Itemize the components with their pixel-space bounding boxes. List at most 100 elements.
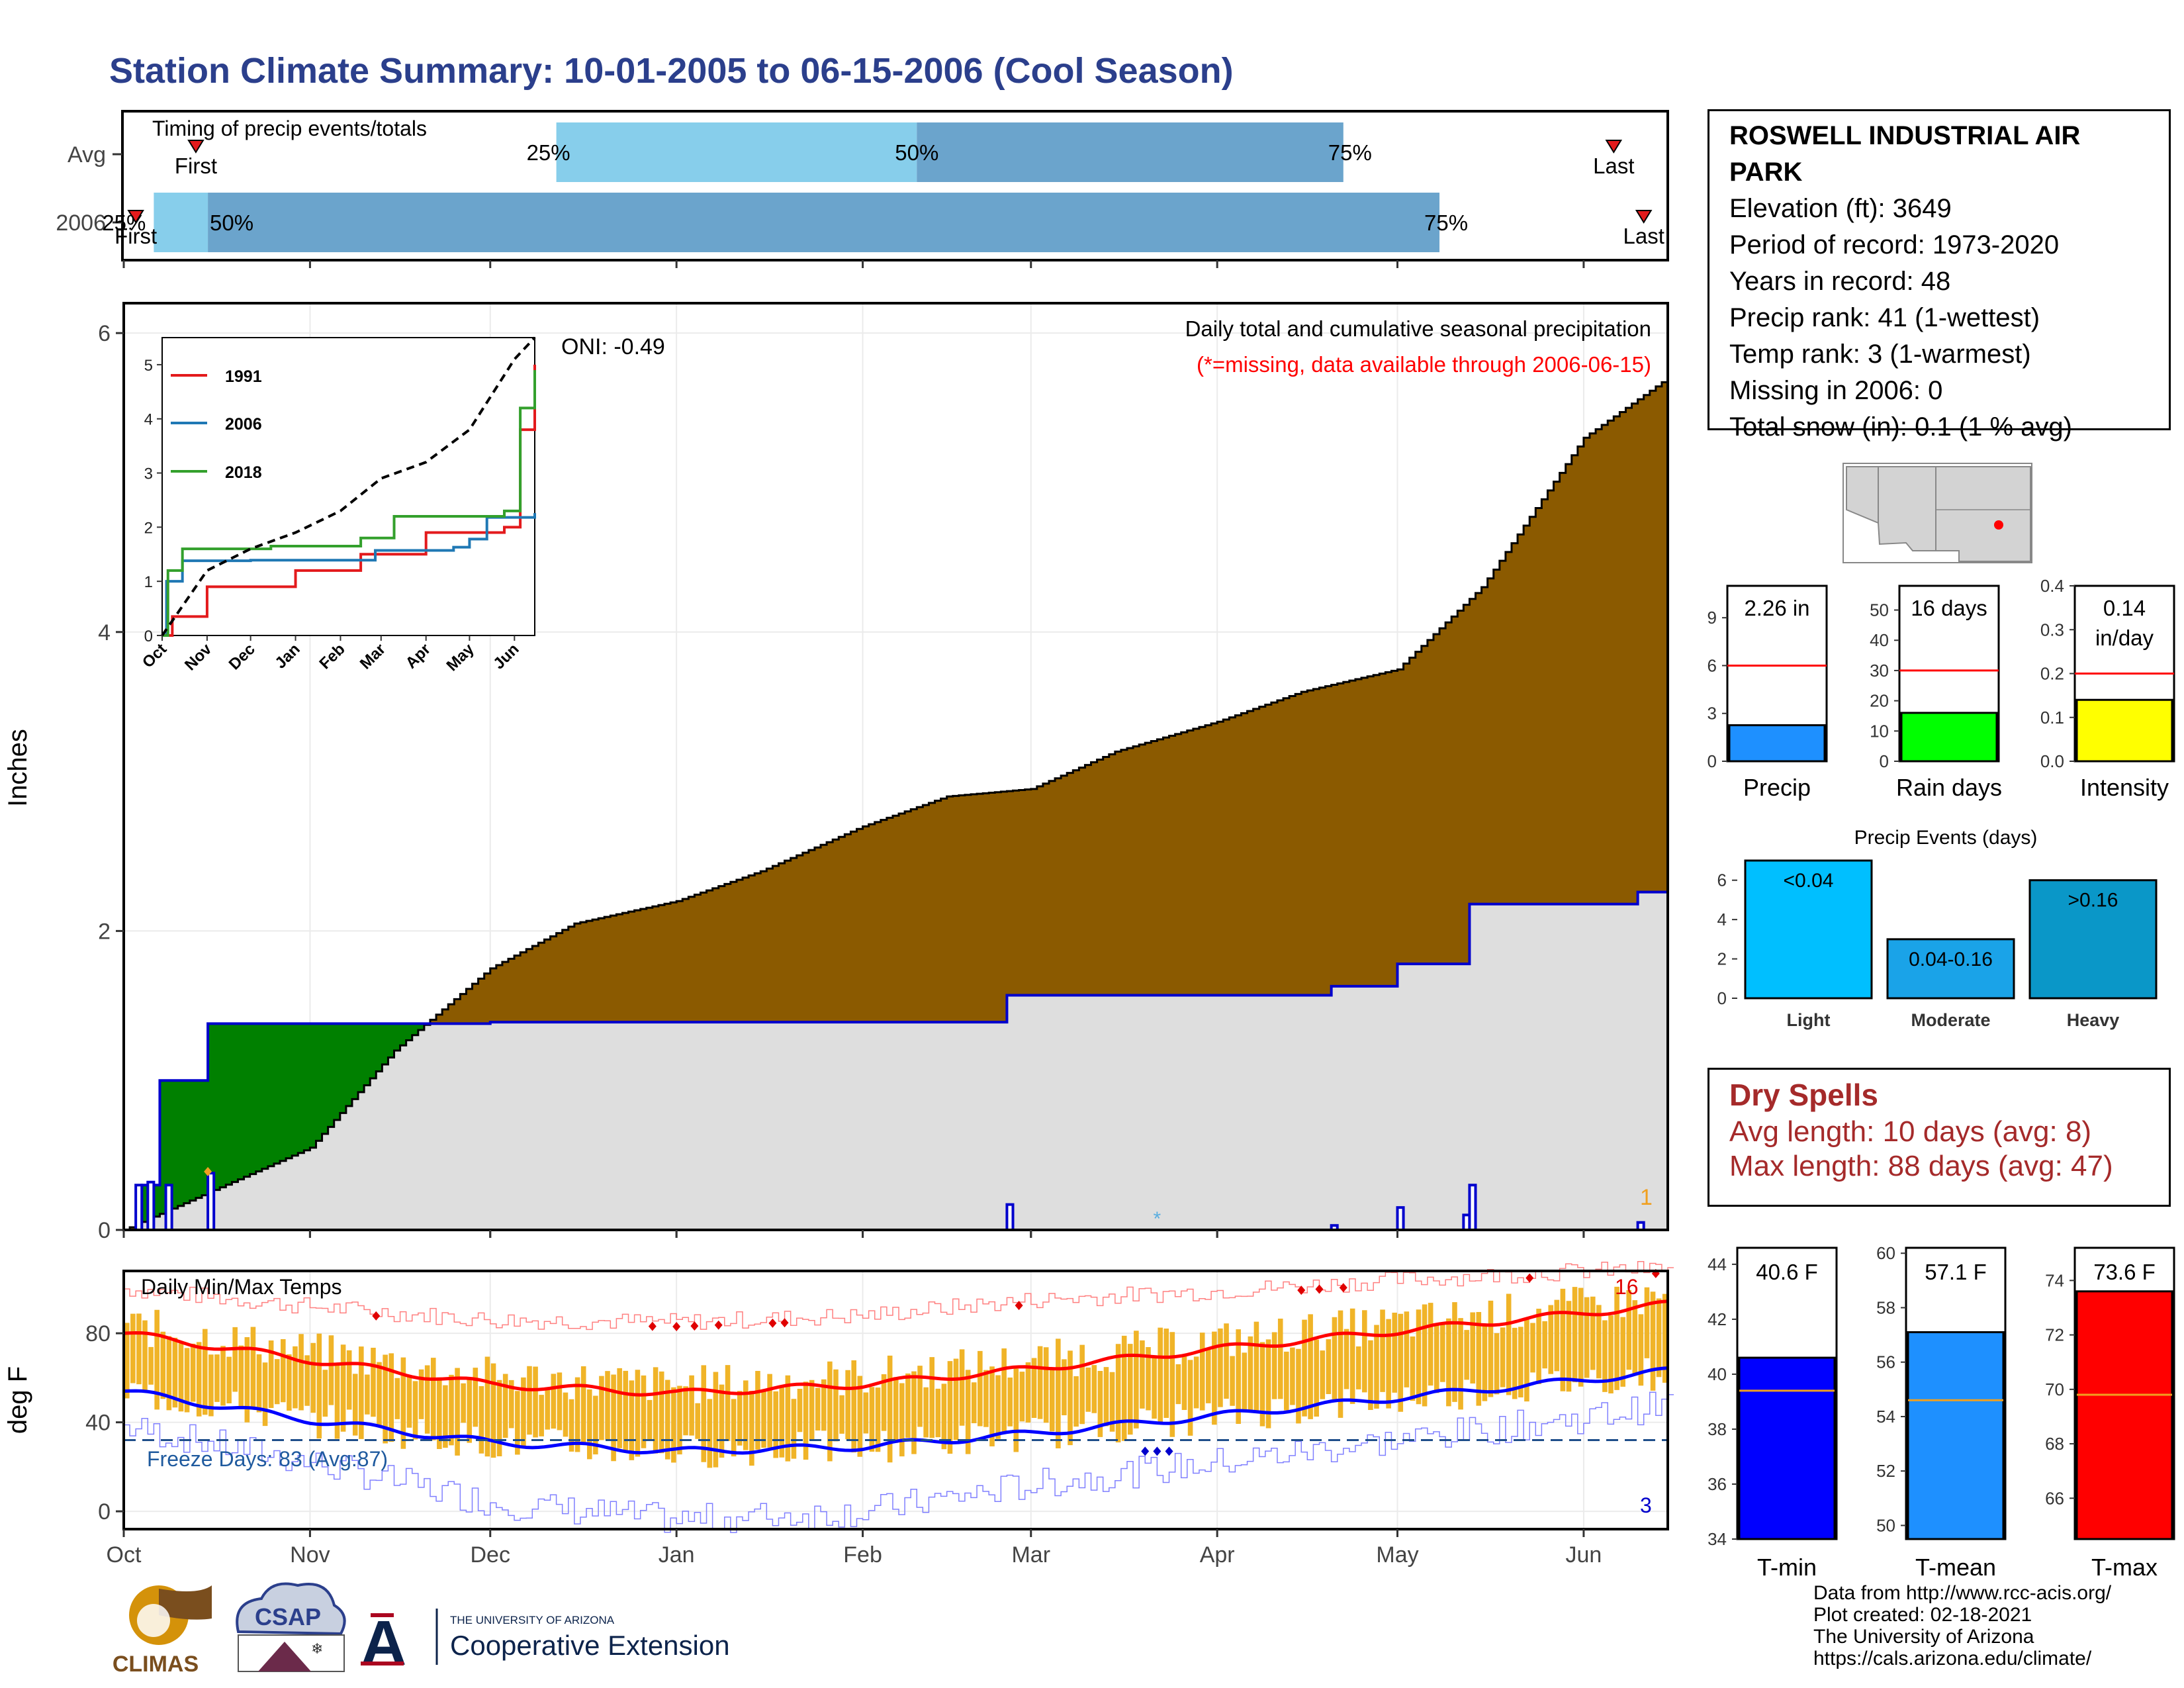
record-max-line [124, 1260, 1674, 1331]
timing-bar-upper-1 [208, 193, 1440, 252]
temp-label: Daily Min/Max Temps [141, 1275, 341, 1299]
temp-tick-label-y-0: 0 [98, 1499, 111, 1524]
temp-tick-label-1-2: 54 [1876, 1407, 1895, 1427]
mini-label-0: Precip [1743, 774, 1811, 801]
credits-plot-created: Plot created: 02-18-2021 [1813, 1604, 2032, 1626]
legend-2018: 2018 [225, 463, 262, 482]
timing-p50-1: 50% [210, 211, 253, 235]
avg-tmin-line [123, 1366, 1668, 1455]
tick-label-y-1: 2 [98, 919, 111, 944]
temp-tick-label-y-2: 80 [85, 1321, 111, 1346]
mini-tick-label-2-3: 0.3 [2040, 620, 2064, 639]
avg-tmax-line [123, 1299, 1668, 1397]
temp-bar-0 [1738, 1356, 1836, 1540]
timing-row-avg: Avg [68, 142, 106, 167]
precip-frame [122, 302, 1669, 1231]
record-low-marker-2 [1165, 1446, 1173, 1456]
csap-logo: CSAP ❄ [236, 1582, 346, 1672]
timing-p25-0: 25% [527, 140, 570, 165]
timing-last-0: Last [1593, 154, 1634, 178]
timing-row-2006: 2006 [56, 211, 106, 236]
temp-tick-label-x-5: Mar [1011, 1542, 1050, 1568]
record-min-line [124, 1391, 1674, 1533]
mini-bar-1 [1900, 712, 1998, 763]
map-land [1846, 466, 2031, 562]
dry-spells-title: Dry Spells [1729, 1078, 1878, 1112]
daily-precip-bar-8 [1468, 1184, 1477, 1231]
precip-panel: * 0 2 4 6 Inches ONI: -0.49 Daily total and… [3, 260, 1669, 1243]
inset-tick-label-y-2: 2 [144, 519, 153, 537]
temp-bar-2 [2075, 1290, 2173, 1540]
temp-tick-label-x-2: Dec [471, 1542, 510, 1568]
inset-tick-label-y-4: 4 [144, 411, 153, 429]
cold-days-count: 3 [1640, 1493, 1652, 1517]
precip-areas: * [124, 377, 1669, 1232]
dry-spells-max: Max length: 88 days (avg: 47) [1729, 1150, 2113, 1182]
temp-tick-label-2-2: 70 [2045, 1380, 2064, 1399]
precip-ylabel: Inches [3, 729, 32, 807]
inset-legend: 1991 2006 2018 [171, 367, 262, 482]
temp-tick-label-x-0: Oct [107, 1542, 142, 1568]
mini-value2-2: in/day [2095, 626, 2154, 650]
missing-marker: * [1154, 1208, 1161, 1230]
station-location-marker [1994, 520, 2003, 530]
precip-description: Daily total and cumulative seasonal prec… [1185, 316, 1651, 341]
precip-events-panel: Precip Events (days) 0 2 4 6 <0.04 Light 0.04-… [1707, 827, 2171, 1033]
record-high-marker-2 [672, 1322, 681, 1332]
mini-tick-label-2-0: 0.0 [2040, 751, 2064, 771]
mini-tick-label-2-2: 0.2 [2040, 664, 2064, 684]
temp-value-1: 57.1 F [1925, 1260, 1987, 1284]
timing-marker-first-1 [127, 210, 144, 224]
record-high-marker-11 [1525, 1273, 1534, 1283]
tick-label-y-0: 0 [98, 1218, 111, 1243]
obs-cumulative-fill [124, 892, 1668, 1230]
dry-spells-box: Dry Spells Avg length: 10 days (avg: 8) … [1707, 1068, 2171, 1207]
climas-text: CLIMAS [113, 1652, 199, 1677]
temp-tick-label-2-4: 74 [2045, 1270, 2064, 1290]
temp-tick-label-x-1: Nov [290, 1542, 330, 1568]
temp-tick-label-1-4: 58 [1876, 1297, 1895, 1317]
temp-tick-label-0-5: 44 [1707, 1254, 1727, 1274]
temp-tick-label-0-2: 38 [1707, 1419, 1727, 1439]
station-temp-rank: Temp rank: 3 (1-warmest) [1729, 340, 2031, 369]
station-missing: Missing in 2006: 0 [1729, 376, 1943, 405]
mini-tick-label-0-1: 3 [1707, 704, 1717, 724]
temp-panel: 0 40 80 Oct Nov Dec Jan Feb Mar Apr May Jun Daily M… [3, 1230, 1674, 1568]
page-title: Station Climate Summary: 10-01-2005 to 0… [109, 51, 1234, 91]
temp-value-0: 40.6 F [1756, 1260, 1818, 1284]
legend-1991: 1991 [225, 367, 262, 386]
inset-lines [161, 336, 536, 637]
record-high-marker-6 [780, 1318, 789, 1328]
temp-tick-label-2-3: 72 [2045, 1325, 2064, 1345]
temp-tick-label-1-5: 60 [1876, 1243, 1895, 1263]
record-high-marker-7 [1015, 1301, 1023, 1311]
temp-tick-label-1-1: 52 [1876, 1461, 1895, 1481]
temp-label-1: T-mean [1915, 1554, 1996, 1581]
credits-url: https://cals.arizona.edu/climate/ [1813, 1648, 2092, 1669]
temp-marks [123, 1260, 1674, 1533]
events-bar-light [1744, 859, 1873, 1000]
tick-label-y-3: 6 [98, 321, 111, 346]
svg-text:❄: ❄ [311, 1640, 323, 1657]
record-high-marker-10 [1339, 1283, 1347, 1293]
inset-tick-label-y-3: 3 [144, 465, 153, 483]
ua-logo: A THE UNIVERSITY OF ARIZONA Cooperative … [361, 1608, 730, 1679]
timing-marker-last-1 [1635, 210, 1653, 224]
record-high-marker-8 [1297, 1286, 1306, 1295]
credits-university: The University of Arizona [1813, 1626, 2034, 1648]
daily-precip-bar-3 [206, 1172, 216, 1232]
temp-tick-label-x-6: Apr [1200, 1542, 1235, 1568]
events-category-1: Moderate [1911, 1010, 1990, 1030]
temp-tick-label-2-1: 68 [2045, 1434, 2064, 1454]
timing-bar-lower-1 [154, 193, 208, 252]
temp-tick-label-0-1: 36 [1707, 1474, 1727, 1494]
timing-first-0: First [175, 154, 217, 178]
temp-label-0: T-min [1757, 1554, 1817, 1581]
ua-small-text: THE UNIVERSITY OF ARIZONA [450, 1614, 615, 1626]
events-bar-moderate [1886, 938, 2015, 1000]
temp-tick-label-x-8: Jun [1565, 1542, 1602, 1568]
timing-bar-upper-0 [917, 122, 1343, 182]
temp-bar-1 [1907, 1331, 2005, 1540]
